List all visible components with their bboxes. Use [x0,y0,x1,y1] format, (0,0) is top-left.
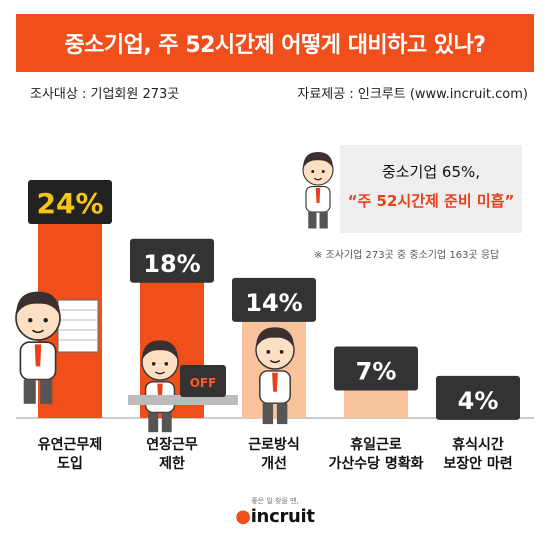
value-label-box-5 [436,375,520,420]
data-source: 자료제공 : 인크루트 (www.incruit.com) [297,87,528,102]
logo-tagline: 좋은 일 찾을 땐, [251,497,299,505]
survey-target: 조사대상 : 기업회원 273곳 [30,87,180,102]
value-label-box-1 [28,180,112,224]
desk-icon [128,395,238,405]
monitor-icon [180,365,226,397]
page-title: 중소기업, 주 52시간제 어떻게 대비하고 있나? [64,33,486,58]
logo-brand-text: incruit [250,506,315,527]
running-worker-icon [255,327,295,425]
paper-stack-icon [57,299,99,353]
value-label-box-3 [232,277,316,322]
logo-dot-icon: ● [235,506,251,527]
value-label-3: 14% [245,289,302,317]
category-label-2-line-1: 연장근무 [146,437,198,453]
logo-wordmark: ●incruit [225,506,325,527]
worker-with-papers-icon [15,291,61,404]
callout-line-2: “주 52시간제 준비 미흡” [347,192,515,210]
value-label-5: 4% [458,387,499,415]
category-label-4-line-2: 가산수당 명확화 [328,456,424,472]
survey-note: ※ 조사기업 273곳 중 중소기업 163곳 응답 [314,250,500,261]
category-label-2-line-2: 제한 [159,456,185,472]
callout-line-1: 중소기업 65%, [381,163,481,181]
category-label-4-line-1: 휴일근로 [350,437,402,453]
category-label-5-line-2: 보장안 마련 [443,456,513,472]
category-label-3-line-2: 개선 [261,456,287,472]
category-label-5-line-1: 휴식시간 [452,437,504,453]
value-label-2: 18% [143,250,200,278]
value-label-1: 24% [36,187,103,220]
off-sign: OFF [190,376,217,390]
thinking-worker-icon [302,152,334,229]
value-label-box-2 [130,238,214,283]
category-label-3-line-1: 근로방식 [248,437,300,453]
value-label-4: 7% [356,357,397,385]
title-banner: 중소기업, 주 52시간제 어떻게 대비하고 있나? [16,14,534,72]
category-label-1-line-2: 도입 [57,456,83,472]
callout-box: 중소기업 65%, “주 52시간제 준비 미흡” [340,145,522,233]
value-label-box-4 [334,346,418,391]
category-label-1-line-1: 유연근무제 [37,437,103,453]
brand-logo: 좋은 일 찾을 땐, ●incruit [225,496,325,527]
